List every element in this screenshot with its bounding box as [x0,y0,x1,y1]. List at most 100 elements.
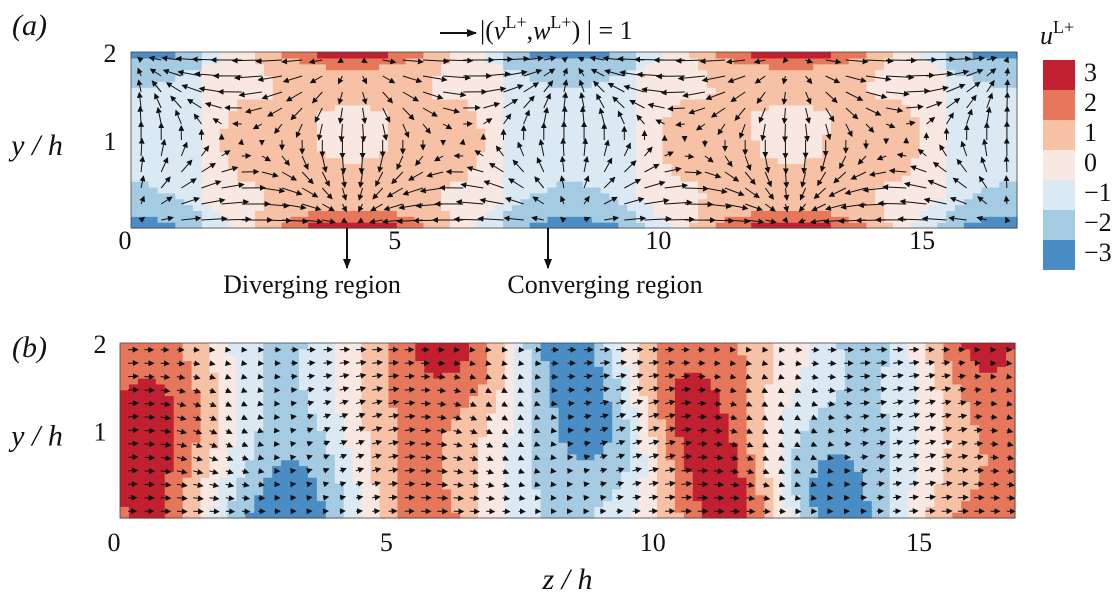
contour-cell [892,140,903,147]
contour-cell [415,424,425,432]
contour-cell [272,488,282,496]
vector-arrow [882,184,907,191]
contour-cell [520,128,531,135]
contour-cell [567,512,578,519]
contour-cell [460,488,470,496]
contour-cell [529,63,540,71]
contour-cell [875,192,885,200]
contour-cell [157,163,168,170]
contour-cell [218,413,228,420]
contour-cell [777,186,788,194]
contour-cell [494,222,504,229]
contour-cell [415,348,425,356]
contour-cell [370,128,380,135]
contour-cell [175,222,185,229]
contour-cell [733,222,743,229]
contour-cell [866,98,876,106]
contour-cell [972,186,983,194]
contour-cell [236,506,246,513]
contour-cell [591,75,602,82]
contour-cell [600,87,611,94]
contour-cell [281,407,291,414]
contour-cell [538,157,549,165]
contour-cell [511,81,522,88]
contour-cell [139,81,150,88]
contour-cell [405,222,416,229]
contour-cell [556,63,566,71]
vector-arrow [281,58,303,65]
contour-cell [946,98,956,106]
contour-cell [830,122,841,129]
contour-cell [680,140,690,147]
contour-cell [460,389,470,397]
contour-cell [246,198,256,206]
contour-cell [263,157,274,165]
contour-cell [379,407,390,414]
contour-cell [591,122,602,129]
contour-cell [662,157,673,165]
contour-cell [698,151,708,159]
vector-arrow [579,105,586,125]
contour-cell [884,181,894,188]
contour-cell [494,169,504,176]
contour-cell [316,430,327,437]
contour-cell [901,57,912,65]
contour-cell [128,436,139,443]
contour-cell [503,128,513,135]
contour-cell [486,500,497,507]
contour-cell [139,151,150,159]
vector-arrow [764,155,771,174]
contour-cell [449,69,460,77]
contour-cell [246,93,256,100]
contour-cell [414,163,424,170]
contour-cell [173,413,184,420]
contour-cell [317,140,327,147]
contour-cell [245,343,255,350]
vector-arrow [267,107,283,117]
contour-cell [406,506,416,513]
contour-cell [379,175,389,182]
contour-cell [299,407,309,414]
contour-cell [511,151,522,159]
vector-arrow [981,138,988,157]
contour-cell [558,465,569,472]
contour-cell [671,186,681,194]
contour-cell [910,52,921,59]
vector-arrow [483,180,504,189]
contour-cell [387,151,398,159]
contour-cell [627,134,637,141]
contour-cell [609,216,619,223]
contour-cell [128,378,139,385]
contour-cell [478,372,488,379]
contour-cell [981,204,992,211]
contour-cell [503,98,513,106]
contour-cell [245,407,255,414]
contour-cell [146,366,157,373]
contour-cell [370,81,380,88]
contour-cell [715,63,726,71]
contour-cell [397,413,407,420]
contour-cell [263,512,273,519]
contour-cell [343,343,354,350]
contour-cell [139,63,150,71]
contour-cell [822,157,832,165]
contour-cell [387,128,398,135]
contour-cell [469,383,479,391]
contour-cell [442,348,452,356]
contour-cell [733,81,743,88]
contour-cell [449,98,460,106]
contour-cell [396,116,407,123]
contour-cell [513,354,524,362]
contour-cell [644,163,655,170]
contour-cell [272,57,283,65]
vector-arrow [402,187,424,196]
contour-cell [768,52,779,59]
contour-cell [511,210,522,217]
contour-cell [653,116,664,123]
contour-cell [193,210,203,217]
vector-arrow [682,91,705,99]
contour-cell [795,57,805,65]
contour-cell [184,134,194,141]
contour-cell [308,134,318,141]
contour-cell [441,63,451,71]
